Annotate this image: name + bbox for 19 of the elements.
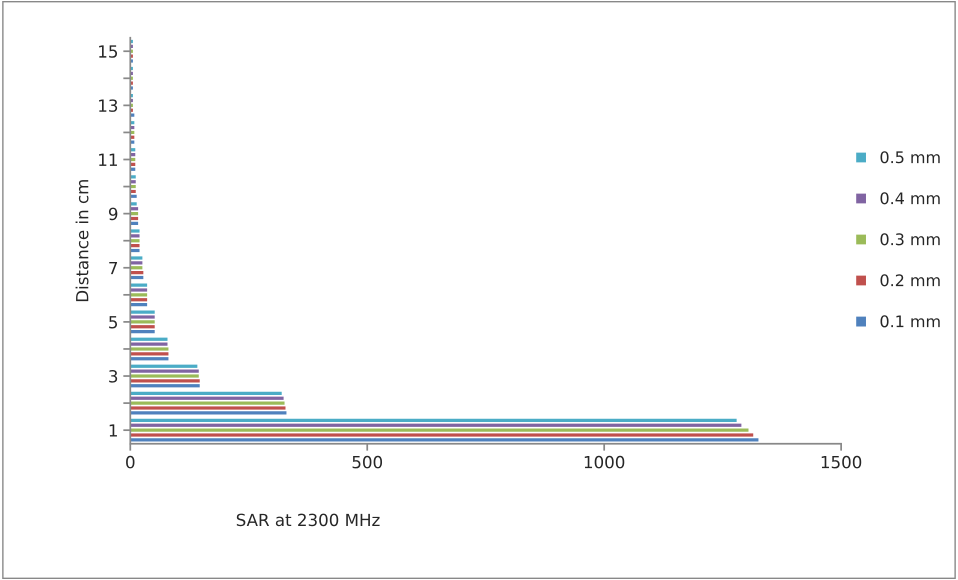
legend-label: 0.4 mm (880, 192, 940, 204)
x-tick-label: 1000 (584, 456, 624, 468)
legend-label: 0.5 mm (880, 151, 940, 164)
legend-label: 0.3 mm (880, 233, 940, 246)
x-axis-title: SAR at 2300 MHz (236, 514, 380, 526)
y-tick-label: 13 (99, 99, 118, 112)
y-tick-label: 11 (99, 154, 117, 166)
legend-label: 0.1 mm (880, 315, 940, 328)
y-tick-label: 9 (108, 208, 118, 220)
x-tick-label: 0 (126, 456, 134, 468)
x-tick-label: 1500 (822, 456, 862, 468)
y-axis-title: Distance in cm (76, 180, 88, 302)
y-tick-label: 15 (99, 45, 118, 58)
x-tick-label: 500 (352, 456, 382, 468)
y-tick-label: 3 (109, 370, 118, 383)
legend-label: 0.2 mm (880, 274, 940, 286)
y-tick-label: 1 (110, 424, 117, 436)
y-tick-label: 5 (109, 316, 118, 328)
y-tick-label: 7 (109, 262, 118, 274)
